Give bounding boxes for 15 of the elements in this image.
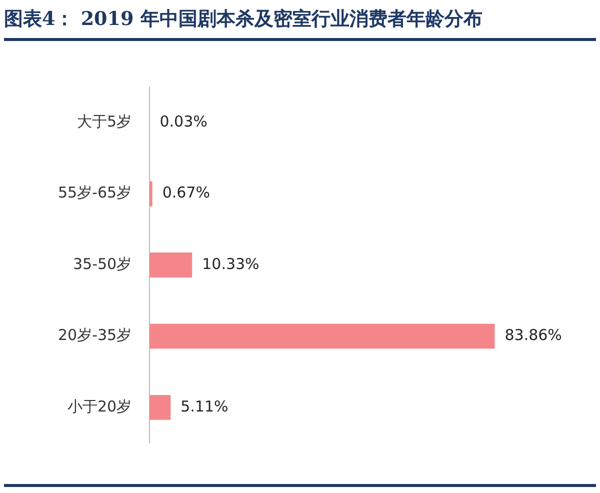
data-label: 0.03% <box>160 112 208 130</box>
data-label: 10.33% <box>202 254 260 273</box>
bar <box>150 252 192 278</box>
data-label: 5.11% <box>180 397 228 416</box>
y-tick-label: 35-50岁 <box>72 254 132 273</box>
bar <box>150 181 152 206</box>
chart-title: 图表4： 2019 年中国剧本杀及密室行业消费者年龄分布 <box>4 7 484 32</box>
y-tick-label: 20岁-35岁 <box>58 326 132 344</box>
data-label: 83.86% <box>504 326 562 344</box>
bar <box>150 324 495 349</box>
data-label: 0.67% <box>162 184 210 202</box>
bar <box>150 394 171 420</box>
y-tick-label: 小于20岁 <box>67 397 132 416</box>
y-tick-label: 55岁-65岁 <box>58 184 132 202</box>
y-tick-label: 大于5岁 <box>77 112 132 130</box>
